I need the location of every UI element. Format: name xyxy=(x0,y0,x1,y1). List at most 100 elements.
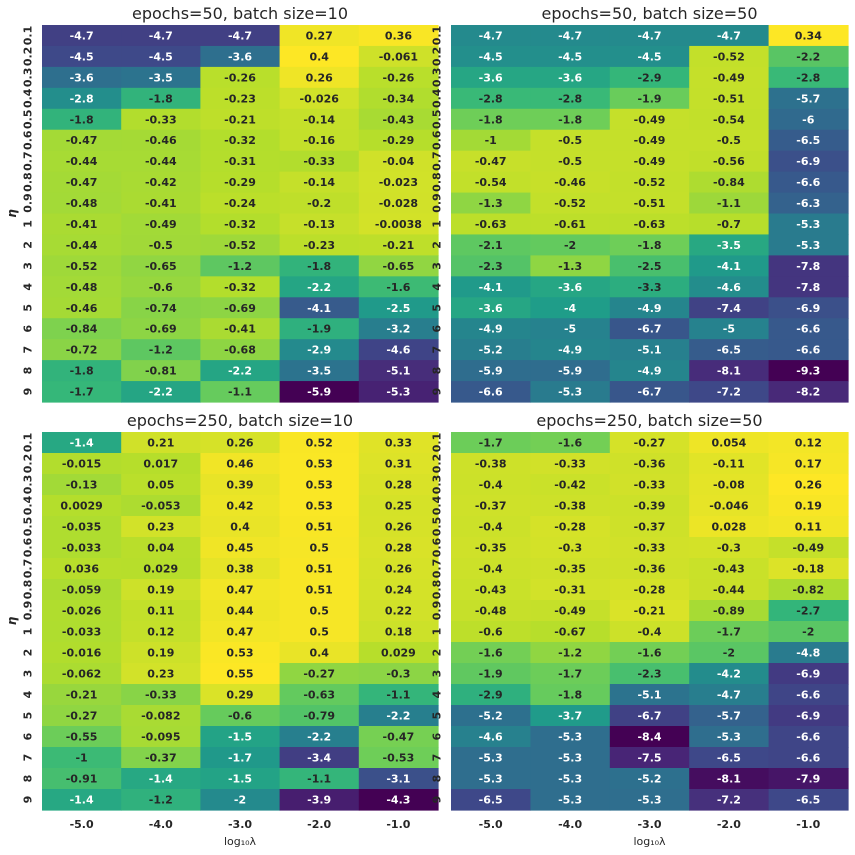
cell-value-label: -0.38 xyxy=(554,500,586,513)
heatmap-cell xyxy=(689,642,770,664)
cell-value-label: -2.8 xyxy=(558,92,582,105)
heatmap-cell xyxy=(200,150,281,173)
cell-value-label: -6.6 xyxy=(796,323,820,336)
heatmap-cell xyxy=(689,537,770,559)
cell-value-label: -0.51 xyxy=(713,92,745,105)
cell-value-label: -5.7 xyxy=(717,710,741,723)
heatmap-cell xyxy=(689,432,770,454)
heatmap-cell xyxy=(609,360,690,382)
heatmap-cell xyxy=(530,297,611,319)
cell-value-label: -0.21 xyxy=(383,239,415,252)
cell-value-label: -0.38 xyxy=(475,458,507,471)
heatmap-cell xyxy=(530,339,611,361)
cell-value-label: -0.27 xyxy=(303,668,335,681)
heatmap-cell xyxy=(768,339,849,361)
x-tick-label: -3.0 xyxy=(228,818,252,831)
heatmap-cell xyxy=(530,318,611,340)
heatmap-cell xyxy=(279,318,360,340)
cell-value-label: -0.29 xyxy=(383,134,415,147)
cell-value-label: -4.7 xyxy=(70,29,94,42)
cell-value-label: 0.017 xyxy=(143,458,178,471)
heatmap-cell xyxy=(451,318,531,340)
heatmap-cell xyxy=(689,318,770,340)
heatmap-cell xyxy=(358,360,439,382)
heatmap-cell xyxy=(42,381,122,403)
heatmap-cell xyxy=(451,684,531,706)
heatmap-cell xyxy=(358,276,439,298)
cell-value-label: -0.35 xyxy=(554,563,586,576)
cell-value-label: -1 xyxy=(485,134,497,147)
heatmap-cell xyxy=(121,768,201,790)
heatmap-cell xyxy=(530,45,611,68)
cell-value-label: 0.4 xyxy=(309,647,329,660)
y-tick-label: 0.4 xyxy=(430,88,443,108)
cell-value-label: -0.33 xyxy=(554,458,586,471)
heatmap-cell xyxy=(768,474,849,496)
cell-value-label: 0.24 xyxy=(385,584,412,597)
x-axis-label: log₁₀λ xyxy=(224,835,257,848)
heatmap-cell xyxy=(200,339,281,361)
cell-value-label: -6.3 xyxy=(796,197,820,210)
heatmap-cell xyxy=(121,558,201,580)
cell-value-label: -2.2 xyxy=(796,50,820,63)
heatmap-cell xyxy=(609,108,690,131)
cell-value-label: -6.9 xyxy=(796,710,820,723)
heatmap-cell xyxy=(609,621,690,643)
heatmap-cell xyxy=(200,297,281,319)
heatmap-cell xyxy=(200,621,281,643)
heatmap-cell xyxy=(609,432,690,454)
heatmap-cell xyxy=(768,726,849,748)
cell-value-label: -4.5 xyxy=(149,50,173,63)
heatmap-cell xyxy=(609,684,690,706)
heatmap-cell xyxy=(609,25,690,47)
heatmap-cell xyxy=(609,171,690,194)
heatmap-cell xyxy=(121,171,201,194)
cell-value-label: 0.18 xyxy=(385,626,412,639)
cell-value-label: -5.3 xyxy=(558,752,582,765)
cell-value-label: -4.1 xyxy=(307,302,331,315)
cell-value-label: -5.3 xyxy=(717,731,741,744)
cell-value-label: -2.3 xyxy=(637,668,661,681)
cell-value-label: -4 xyxy=(564,302,577,315)
heatmap-cell xyxy=(530,705,611,727)
cell-value-label: -4.1 xyxy=(479,281,503,294)
cell-value-label: -0.69 xyxy=(145,323,177,336)
y-tick-label: 0.7 xyxy=(431,559,444,579)
cell-value-label: -0.33 xyxy=(145,689,177,702)
cell-value-label: -0.5 xyxy=(717,134,741,147)
y-tick-label: 8 xyxy=(22,775,35,783)
heatmap-cell xyxy=(121,234,201,256)
heatmap-cell xyxy=(530,213,611,236)
heatmap-cell xyxy=(279,579,360,601)
heatmap-cell xyxy=(689,171,770,194)
heatmap-cell xyxy=(451,192,531,215)
heatmap-cell xyxy=(768,558,849,580)
cell-value-label: 0.52 xyxy=(306,437,333,450)
y-tick-label: 8 xyxy=(431,775,444,783)
heatmap-cell xyxy=(200,432,281,454)
cell-value-label: -0.14 xyxy=(303,113,335,126)
y-tick-label: 1 xyxy=(22,220,35,228)
cell-value-label: -0.47 xyxy=(383,731,415,744)
cell-value-label: -0.046 xyxy=(709,500,749,513)
cell-value-label: -0.65 xyxy=(145,260,177,273)
heatmap-cell xyxy=(451,726,531,748)
cell-value-label: 0.53 xyxy=(226,647,253,660)
cell-value-label: -1.6 xyxy=(637,647,661,660)
cell-value-label: -6.6 xyxy=(796,689,820,702)
cell-value-label: -4.5 xyxy=(479,50,503,63)
cell-value-label: -0.41 xyxy=(145,197,177,210)
heatmap-cell xyxy=(358,318,439,340)
cell-value-label: -0.46 xyxy=(554,176,586,189)
cell-value-label: -0.54 xyxy=(713,113,745,126)
heatmap-cell xyxy=(530,276,611,298)
heatmap-cell xyxy=(200,726,281,748)
y-tick-label: 4 xyxy=(431,690,444,698)
cell-value-label: -2.8 xyxy=(479,92,503,105)
x-tick-label: -4.0 xyxy=(149,818,173,831)
cell-value-label: 0.11 xyxy=(795,521,822,534)
heatmap-cell xyxy=(768,600,849,622)
cell-value-label: -5.3 xyxy=(796,239,820,252)
heatmap-cell xyxy=(530,171,611,194)
